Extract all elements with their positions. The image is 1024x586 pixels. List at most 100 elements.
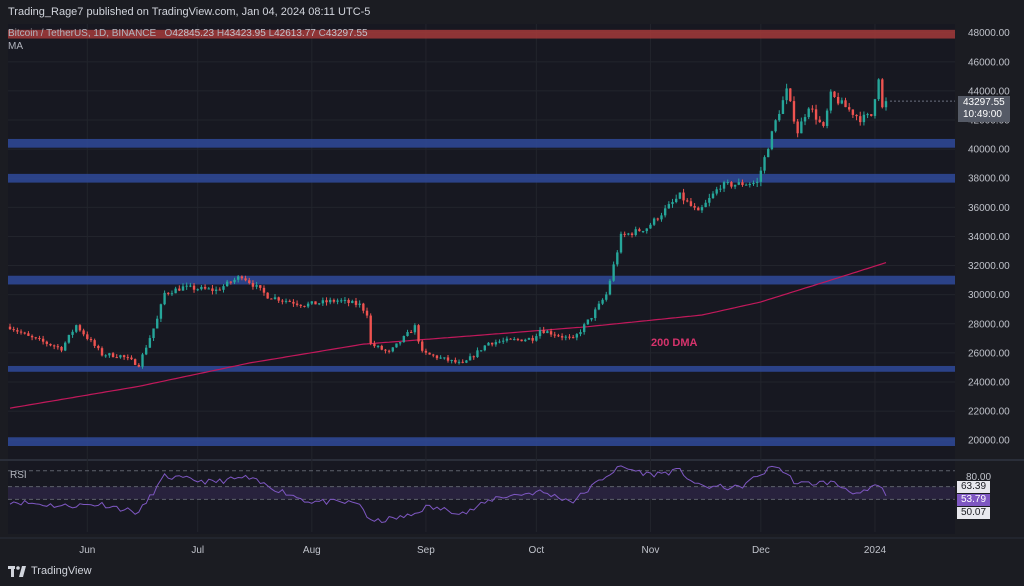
candle bbox=[568, 336, 571, 338]
x-tick-label: Aug bbox=[303, 545, 321, 556]
candle bbox=[310, 301, 314, 304]
candle bbox=[605, 294, 608, 300]
candle bbox=[590, 318, 593, 320]
candle bbox=[200, 286, 203, 290]
support-resistance-zone bbox=[8, 437, 955, 446]
candle bbox=[770, 131, 774, 150]
candle bbox=[144, 347, 148, 355]
candle bbox=[41, 338, 45, 342]
candle bbox=[498, 341, 501, 343]
candle bbox=[763, 157, 766, 171]
candle bbox=[457, 361, 461, 363]
candle bbox=[516, 339, 520, 341]
candle bbox=[560, 336, 564, 338]
candle bbox=[273, 297, 277, 300]
ma-200-line bbox=[9, 262, 887, 409]
candle bbox=[67, 334, 71, 343]
rsi-legend[interactable]: RSI bbox=[10, 470, 27, 481]
y-tick-label: 28000.00 bbox=[968, 319, 1010, 330]
ohlc-high-label: H bbox=[216, 28, 225, 39]
candle bbox=[365, 310, 369, 316]
candle bbox=[542, 330, 545, 334]
candle bbox=[52, 345, 56, 347]
candle bbox=[582, 324, 586, 333]
candle bbox=[336, 300, 339, 302]
candle bbox=[884, 101, 888, 108]
x-tick-label: Sep bbox=[417, 545, 435, 556]
candle bbox=[71, 331, 74, 335]
candle bbox=[737, 182, 740, 185]
candle bbox=[60, 346, 63, 351]
candle bbox=[262, 287, 266, 293]
candle bbox=[800, 121, 803, 134]
candle bbox=[391, 347, 394, 352]
candle bbox=[362, 303, 365, 311]
candle bbox=[822, 122, 825, 126]
candle bbox=[490, 342, 494, 345]
support-resistance-zone bbox=[8, 173, 955, 183]
candle bbox=[789, 88, 792, 102]
candle bbox=[395, 343, 398, 348]
candle bbox=[715, 189, 718, 194]
candle bbox=[870, 114, 873, 116]
candle bbox=[170, 293, 174, 295]
candle bbox=[343, 299, 347, 301]
ohlc-close-label: C bbox=[318, 28, 326, 39]
ma-legend[interactable]: MA bbox=[8, 41, 23, 52]
candle bbox=[251, 282, 255, 287]
candle bbox=[156, 318, 159, 329]
current-price: 43297.55 bbox=[963, 97, 1005, 108]
candle bbox=[159, 304, 163, 319]
candle bbox=[222, 286, 225, 290]
y-tick-label: 32000.00 bbox=[968, 261, 1010, 272]
candle bbox=[303, 305, 306, 307]
candle bbox=[49, 343, 52, 346]
rsi-current-box: 53.79 bbox=[957, 494, 991, 506]
x-tick-label: Nov bbox=[642, 545, 660, 556]
candle bbox=[866, 114, 869, 116]
candle bbox=[667, 204, 671, 209]
candle bbox=[332, 299, 336, 302]
candle bbox=[299, 304, 302, 306]
candle bbox=[203, 286, 207, 289]
candle bbox=[693, 205, 696, 208]
candle bbox=[730, 182, 733, 187]
candle bbox=[27, 333, 30, 336]
candle bbox=[649, 224, 652, 229]
candle bbox=[259, 285, 262, 288]
candle bbox=[855, 114, 858, 117]
candle bbox=[417, 325, 420, 342]
candle bbox=[557, 335, 560, 337]
x-tick-label: Jul bbox=[191, 545, 204, 556]
candle bbox=[733, 184, 737, 187]
x-tick-label: Dec bbox=[752, 545, 770, 556]
candle bbox=[836, 96, 840, 104]
footer-brand[interactable]: TradingView bbox=[8, 565, 92, 577]
candle bbox=[211, 288, 214, 291]
candle bbox=[675, 198, 678, 203]
publisher-line: Trading_Rage7 published on TradingView.c… bbox=[8, 6, 371, 18]
candle bbox=[428, 352, 431, 355]
candle bbox=[767, 149, 770, 158]
candle bbox=[240, 276, 244, 279]
candle bbox=[12, 329, 15, 331]
support-resistance-zone bbox=[8, 365, 955, 372]
candle bbox=[538, 330, 542, 337]
candle bbox=[317, 303, 321, 305]
candle bbox=[807, 108, 810, 118]
candle bbox=[796, 121, 799, 134]
ohlc-open: 42845.23 bbox=[172, 28, 215, 39]
candle bbox=[266, 292, 269, 299]
y-tick-label: 26000.00 bbox=[968, 348, 1010, 359]
candle bbox=[818, 119, 821, 123]
candle bbox=[524, 339, 527, 342]
candle bbox=[192, 285, 196, 290]
candle bbox=[660, 215, 663, 220]
candle bbox=[862, 114, 866, 123]
candle bbox=[686, 200, 689, 202]
candle bbox=[340, 300, 343, 302]
candle bbox=[439, 357, 442, 359]
candle bbox=[697, 207, 700, 211]
ohlc-low-label: L bbox=[268, 28, 275, 39]
